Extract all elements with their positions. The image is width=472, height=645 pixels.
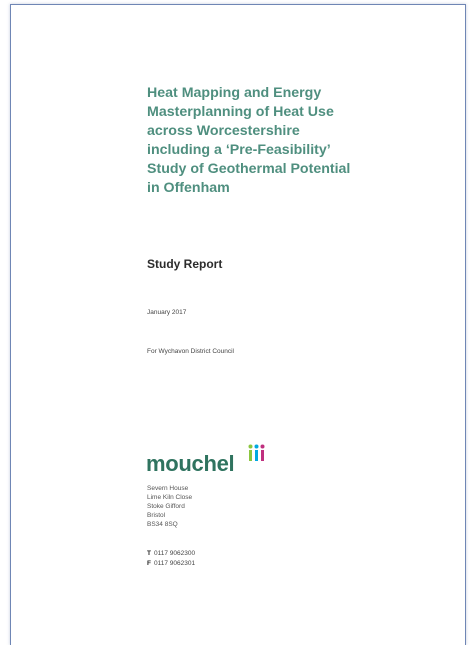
phone-number: 0117 9062300 — [153, 550, 196, 557]
report-date: January 2017 — [147, 309, 187, 316]
address-line: BS34 8SQ — [147, 521, 178, 528]
fax: F 0117 9062301 — [147, 560, 195, 567]
title-line: Heat Mapping and Energy — [147, 85, 322, 101]
logo-bar — [261, 450, 264, 461]
logo-bar — [249, 450, 252, 461]
logo-bar — [255, 450, 258, 461]
logo-icon — [248, 444, 265, 461]
address-line: Bristol — [147, 512, 166, 519]
address-line: Stoke Gifford — [147, 503, 185, 510]
phone-label: T — [147, 550, 151, 557]
logo-dot — [248, 444, 253, 449]
fax-number: 0117 9062301 — [153, 560, 196, 567]
address-line: Severn House — [147, 485, 189, 492]
report-title: Heat Mapping and Energy Masterplanning o… — [147, 84, 350, 198]
title-line: including a ‘Pre-Feasibility’ — [147, 142, 331, 158]
address-line: Lime Kiln Close — [147, 494, 193, 501]
title-line: in Offenham — [147, 180, 230, 196]
client: For Wychavon District Council — [147, 348, 234, 355]
report-type: Study Report — [147, 257, 223, 271]
logo-dot — [254, 444, 259, 449]
logo-dot — [260, 444, 265, 449]
title-line: across Worcestershire — [147, 123, 300, 139]
title-line: Masterplanning of Heat Use — [147, 104, 334, 120]
title-line: Study of Geothermal Potential — [147, 161, 351, 177]
telephone: T 0117 9062300 — [147, 550, 195, 557]
address: Severn House Lime Kiln Close Stoke Giffo… — [147, 484, 192, 529]
fax-label: F — [147, 560, 151, 567]
page-frame — [10, 4, 466, 645]
company-logo: mouchel — [146, 451, 235, 476]
